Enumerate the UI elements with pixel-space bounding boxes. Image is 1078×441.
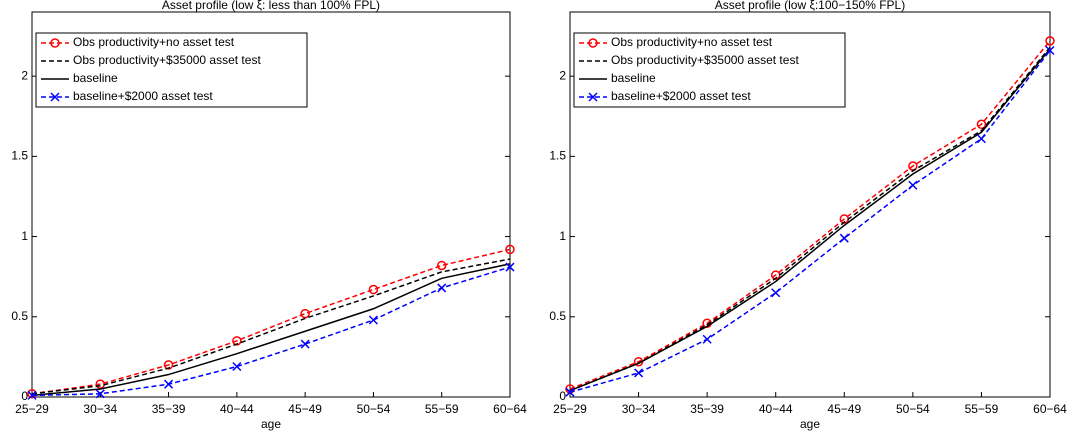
series-line [31, 263, 511, 397]
marker [702, 334, 712, 344]
marker [300, 339, 310, 349]
x-axis-label: age [800, 417, 820, 431]
marker [839, 233, 849, 243]
x-tick-label: 35−39 [152, 402, 186, 416]
x-tick-label: 30−34 [83, 402, 117, 416]
series-line [31, 266, 511, 397]
x-tick-label: 60−64 [493, 402, 527, 416]
x-tick-label: 60−64 [1033, 402, 1067, 416]
legend-label: Obs productivity+$35000 asset test [611, 53, 799, 67]
series-line [31, 248, 511, 395]
x-tick-label: 25−29 [15, 402, 49, 416]
x-tick-label: 35−39 [690, 402, 724, 416]
x-tick-label: 50−54 [896, 402, 930, 416]
legend-marker [588, 92, 598, 102]
marker [505, 244, 515, 255]
marker [164, 379, 174, 389]
x-tick-label: 55−59 [425, 402, 459, 416]
y-tick-label: 2 [21, 68, 28, 82]
chart-title: Asset profile (low ξ: less than 100% FPL… [162, 0, 380, 12]
marker [95, 389, 105, 399]
legend-box [35, 32, 308, 108]
marker [1045, 36, 1055, 46]
y-tick-label: 0 [21, 389, 28, 403]
legend-label: baseline+$2000 asset test [73, 89, 213, 103]
x-tick-label: 55−59 [965, 402, 999, 416]
x-tick-label: 40−44 [220, 402, 254, 416]
y-tick-label: 1 [21, 229, 28, 243]
marker [368, 284, 379, 295]
legend-marker [50, 92, 60, 102]
marker [232, 361, 242, 372]
series-line [569, 48, 1051, 392]
legend-label: Obs productivity+$35000 asset test [73, 53, 261, 67]
marker [437, 283, 447, 293]
x-axis-label: age [261, 417, 281, 431]
x-tick-label: 40−44 [759, 402, 793, 416]
legend-box [573, 32, 846, 108]
marker [505, 262, 515, 272]
y-tick-label: 1.5 [549, 149, 566, 163]
x-tick-label: 25−29 [553, 402, 587, 416]
marker [27, 390, 37, 400]
marker [368, 315, 378, 325]
marker [976, 134, 986, 144]
x-tick-label: 45−49 [288, 402, 322, 416]
series-line [569, 46, 1051, 392]
y-tick-label: 1.5 [11, 149, 28, 163]
y-tick-label: 0.5 [549, 309, 566, 323]
marker [163, 360, 174, 370]
legend-label: Obs productivity+no asset test [611, 35, 773, 49]
y-tick-label: 2 [559, 68, 566, 82]
series-line [569, 40, 1051, 390]
legend-marker [588, 38, 598, 48]
legend-label: baseline [611, 71, 656, 85]
legend-marker [50, 38, 60, 48]
x-tick-label: 30−34 [622, 402, 656, 416]
y-tick-label: 1 [559, 229, 566, 243]
series-line [569, 50, 1051, 393]
marker [300, 308, 310, 319]
marker [634, 368, 644, 378]
legend-label: baseline [73, 71, 118, 85]
marker [771, 288, 781, 298]
marker [908, 180, 918, 190]
y-tick-label: 0 [559, 389, 566, 403]
marker [436, 260, 447, 271]
x-tick-label: 50−54 [357, 402, 391, 416]
chart-title: Asset profile (low ξ:100−150% FPL) [715, 0, 905, 12]
marker [1045, 45, 1055, 56]
marker [976, 119, 987, 130]
series-line [31, 258, 511, 395]
marker [565, 387, 575, 397]
legend-label: Obs productivity+no asset test [73, 35, 235, 49]
x-tick-label: 45−49 [827, 402, 861, 416]
legend-label: baseline+$2000 asset test [611, 89, 751, 103]
y-tick-label: 0.5 [11, 309, 28, 323]
